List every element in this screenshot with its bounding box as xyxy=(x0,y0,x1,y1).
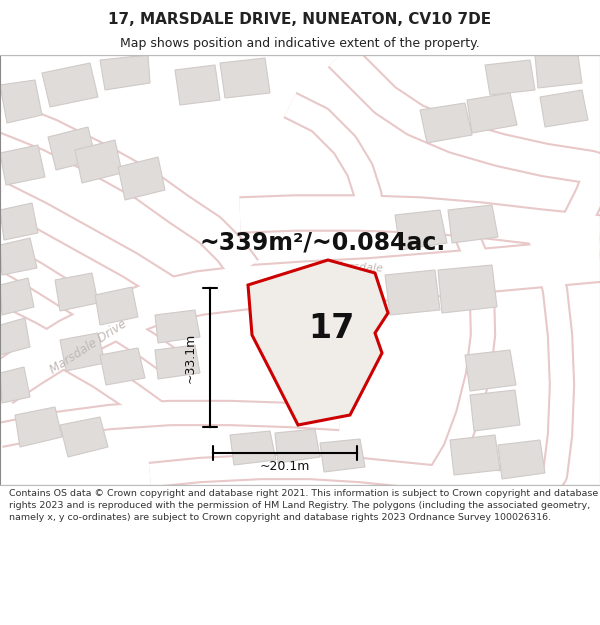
Polygon shape xyxy=(465,350,516,391)
Polygon shape xyxy=(0,238,37,275)
Polygon shape xyxy=(438,265,497,313)
Polygon shape xyxy=(0,80,42,123)
Text: ~339m²/~0.084ac.: ~339m²/~0.084ac. xyxy=(200,231,446,255)
Polygon shape xyxy=(55,273,98,311)
Polygon shape xyxy=(15,407,62,447)
Polygon shape xyxy=(0,278,34,315)
Polygon shape xyxy=(155,310,200,343)
Polygon shape xyxy=(42,63,98,107)
Polygon shape xyxy=(470,390,520,431)
Polygon shape xyxy=(60,333,105,371)
Polygon shape xyxy=(60,417,108,457)
Polygon shape xyxy=(450,435,500,475)
Polygon shape xyxy=(175,65,220,105)
Text: Marsdale Drive: Marsdale Drive xyxy=(47,318,129,377)
Polygon shape xyxy=(498,440,545,479)
Polygon shape xyxy=(48,127,96,170)
Text: ~33.1m: ~33.1m xyxy=(184,332,197,382)
Polygon shape xyxy=(230,431,276,465)
Polygon shape xyxy=(220,58,270,98)
Polygon shape xyxy=(0,367,30,403)
Polygon shape xyxy=(248,260,388,425)
Polygon shape xyxy=(118,157,165,200)
Polygon shape xyxy=(100,348,145,385)
Polygon shape xyxy=(100,55,150,90)
Text: Map shows position and indicative extent of the property.: Map shows position and indicative extent… xyxy=(120,38,480,51)
Polygon shape xyxy=(395,210,447,250)
Polygon shape xyxy=(155,345,200,379)
Text: Marsdale: Marsdale xyxy=(332,261,383,273)
Polygon shape xyxy=(0,145,45,185)
Polygon shape xyxy=(275,429,320,463)
Polygon shape xyxy=(75,140,122,183)
Polygon shape xyxy=(0,318,30,355)
Text: Contains OS data © Crown copyright and database right 2021. This information is : Contains OS data © Crown copyright and d… xyxy=(9,489,598,522)
Polygon shape xyxy=(420,103,472,143)
Polygon shape xyxy=(485,60,535,95)
Polygon shape xyxy=(535,55,582,88)
Polygon shape xyxy=(448,205,498,243)
Polygon shape xyxy=(320,439,365,472)
Polygon shape xyxy=(540,90,588,127)
Polygon shape xyxy=(385,270,440,315)
Text: 17, MARSDALE DRIVE, NUNEATON, CV10 7DE: 17, MARSDALE DRIVE, NUNEATON, CV10 7DE xyxy=(109,12,491,27)
Text: ~20.1m: ~20.1m xyxy=(260,461,310,474)
Polygon shape xyxy=(0,203,38,240)
Polygon shape xyxy=(467,93,517,133)
Text: 17: 17 xyxy=(308,312,355,345)
Polygon shape xyxy=(95,287,138,325)
